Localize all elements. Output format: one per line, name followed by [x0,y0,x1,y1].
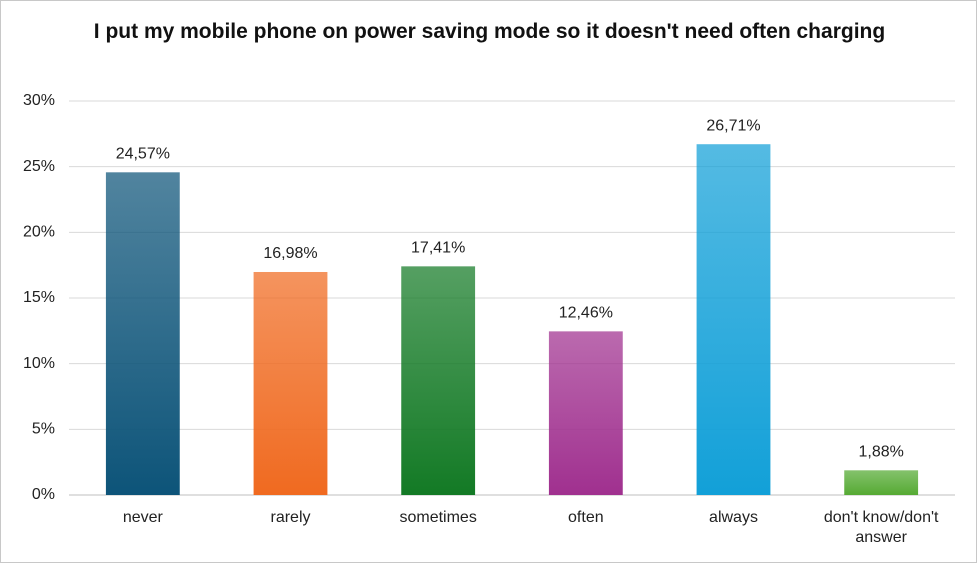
chart-title: I put my mobile phone on power saving mo… [93,20,886,43]
x-tick-label: rarely [270,509,311,526]
bar [696,144,771,495]
y-tick-label: 20% [23,224,55,241]
y-tick-label: 30% [23,92,55,109]
value-label: 17,41% [411,240,465,257]
y-tick-label: 25% [23,158,55,175]
y-tick-label: 5% [32,421,55,438]
y-tick-label: 0% [32,486,55,503]
value-label: 26,71% [706,117,760,134]
value-label: 12,46% [559,305,613,322]
x-tick-label: always [709,509,758,526]
bar [253,271,328,495]
bar [548,331,623,495]
x-tick-label: often [568,509,604,526]
bar [105,172,180,495]
y-tick-label: 15% [23,289,55,306]
value-label: 24,57% [116,146,170,163]
bar [401,266,476,495]
x-tick-label: sometimes [399,509,477,526]
x-tick-label: don't know/don't answer [823,509,939,546]
x-tick-label: never [122,509,163,526]
value-label: 1,88% [858,444,903,461]
bar [844,470,919,495]
value-label: 16,98% [263,245,317,262]
y-tick-label: 10% [23,355,55,372]
